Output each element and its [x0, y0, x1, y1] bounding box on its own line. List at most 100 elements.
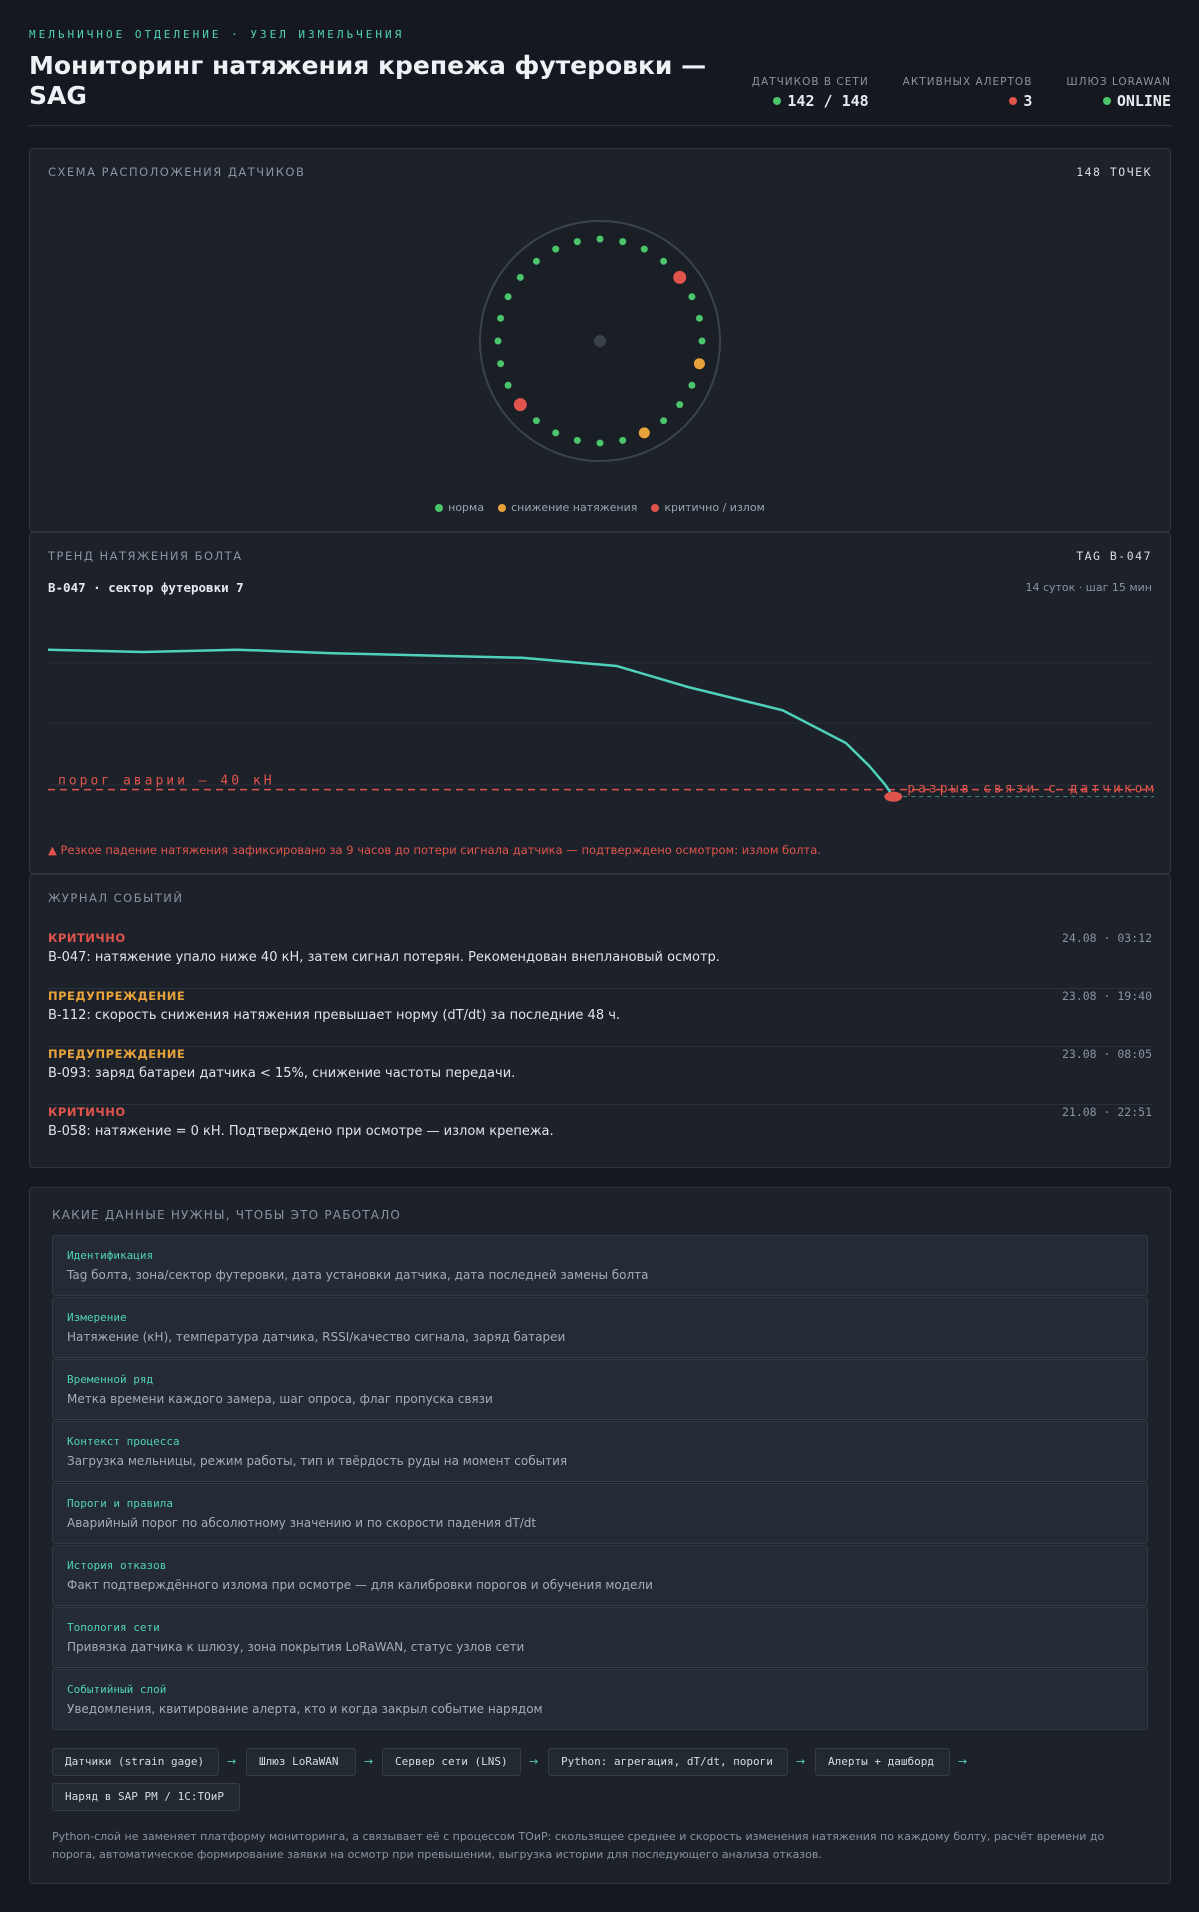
log-entry[interactable]: КРИТИЧНО 21.08 · 22:51 B-058: натяжение …: [48, 1105, 1152, 1163]
sensor-point-normal[interactable]: [494, 337, 502, 345]
trend-meta: 14 суток · шаг 15 мин: [1025, 581, 1152, 594]
sensor-point-normal[interactable]: [676, 401, 684, 409]
log-entry[interactable]: ПРЕДУПРЕЖДЕНИЕ 23.08 · 08:05 B-093: заря…: [48, 1047, 1152, 1105]
stat-label: АКТИВНЫХ АЛЕРТОВ: [902, 76, 1033, 88]
sensor-point-normal[interactable]: [619, 238, 627, 246]
requirement-desc: Факт подтверждённого излома при осмотре …: [67, 1578, 653, 1592]
requirement-card: Пороги и правила Аварийный порог по абсо…: [52, 1483, 1148, 1544]
mill-diagram: [479, 220, 721, 462]
sensor-point-normal[interactable]: [660, 257, 668, 265]
requirement-desc: Загрузка мельницы, режим работы, тип и т…: [67, 1454, 568, 1468]
requirement-desc: Tag болта, зона/сектор футеровки, дата у…: [67, 1268, 649, 1282]
legend-label: норма: [448, 501, 485, 514]
arrow-right-icon: →: [796, 1755, 806, 1768]
requirement-card: История отказов Факт подтверждённого изл…: [52, 1545, 1148, 1606]
sensor-point-normal[interactable]: [497, 314, 505, 322]
status-summary: ДАТЧИКОВ В СЕТИ 142 / 148 АКТИВНЫХ АЛЕРТ…: [752, 76, 1171, 110]
warning-dot-icon: [498, 503, 507, 512]
log-entry[interactable]: ПРЕДУПРЕЖДЕНИЕ 23.08 · 19:40 B-112: скор…: [48, 989, 1152, 1047]
trend-note: ▲ Резкое падение натяжения зафиксировано…: [48, 843, 821, 857]
sensor-point-warning[interactable]: [693, 358, 705, 370]
sensor-point-normal[interactable]: [688, 381, 696, 389]
breadcrumb: МЕЛЬНИЧНОЕ ОТДЕЛЕНИЕ · УЗЕЛ ИЗМЕЛЬЧЕНИЯ: [29, 28, 405, 41]
requirement-title: Временной ряд: [67, 1373, 154, 1386]
log-entry[interactable]: КРИТИЧНО 24.08 · 03:12 B-047: натяжение …: [48, 931, 1152, 989]
event-log-panel: ЖУРНАЛ СОБЫТИЙ КРИТИЧНО 24.08 · 03:12 B-…: [29, 874, 1171, 1168]
flow-step-sensors: Датчики (strain gage): [52, 1748, 219, 1776]
normal-dot-icon: [435, 503, 444, 512]
log-timestamp: 21.08 · 22:51: [1061, 1105, 1152, 1119]
log-timestamp: 23.08 · 19:40: [1061, 989, 1152, 1003]
arrow-right-icon: →: [227, 1755, 237, 1768]
log-message: B-047: натяжение упало ниже 40 кН, затем…: [48, 950, 720, 965]
arrow-right-icon: →: [364, 1755, 374, 1768]
sensor-point-critical[interactable]: [513, 398, 527, 412]
severity-badge: ПРЕДУПРЕЖДЕНИЕ: [48, 989, 186, 1003]
requirement-card: Контекст процесса Загрузка мельницы, реж…: [52, 1421, 1148, 1482]
sensor-point-normal[interactable]: [596, 439, 604, 447]
legend-normal: норма: [435, 501, 484, 514]
severity-badge: ПРЕДУПРЕЖДЕНИЕ: [48, 1047, 186, 1061]
sensor-point-normal[interactable]: [596, 235, 604, 243]
sensor-point-normal[interactable]: [532, 417, 540, 425]
sensor-point-warning[interactable]: [638, 427, 650, 439]
status-dot-icon: [1102, 97, 1111, 105]
signal-lost-marker: [884, 791, 903, 802]
gateway-status: ONLINE: [1116, 92, 1171, 110]
severity-badge: КРИТИЧНО: [48, 1105, 126, 1119]
tension-trend-panel: ТРЕНД НАТЯЖЕНИЯ БОЛТА TAG B-047 B-047 · …: [29, 532, 1171, 874]
severity-badge: КРИТИЧНО: [48, 931, 126, 945]
sensor-map-panel: СХЕМА РАСПОЛОЖЕНИЯ ДАТЧИКОВ 148 ТОЧЕК но…: [29, 148, 1171, 532]
sensor-point-normal[interactable]: [640, 245, 648, 253]
sensor-point-normal[interactable]: [504, 381, 512, 389]
panel-title: ЖУРНАЛ СОБЫТИЙ: [48, 891, 184, 905]
stat-value: ONLINE: [1102, 92, 1171, 110]
sensor-point-normal[interactable]: [573, 238, 581, 246]
sensor-point-normal[interactable]: [688, 293, 696, 301]
sensor-point-normal[interactable]: [573, 436, 581, 444]
tension-series-line: [48, 648, 895, 798]
requirement-card: Идентификация Tag болта, зона/сектор фут…: [52, 1235, 1148, 1296]
stat-active-alerts[interactable]: АКТИВНЫХ АЛЕРТОВ 3: [903, 76, 1033, 110]
requirement-title: Топология сети: [67, 1621, 160, 1634]
sensor-point-normal[interactable]: [619, 436, 627, 444]
legend-label: критично / излом: [664, 501, 765, 514]
requirement-title: Событийный слой: [67, 1683, 167, 1696]
stat-label: ДАТЧИКОВ В СЕТИ: [751, 76, 869, 88]
legend-label: снижение натяжения: [511, 501, 638, 514]
sensor-point-normal[interactable]: [695, 314, 703, 322]
sensor-point-normal[interactable]: [497, 360, 505, 368]
page-title: Мониторинг натяжения крепежа футеровки —…: [29, 51, 707, 110]
status-dot-icon: [773, 97, 782, 105]
flow-step-python: Python: агрегация, dT/dt, пороги: [548, 1748, 788, 1776]
sensor-point-normal[interactable]: [552, 429, 560, 437]
trend-title: B-047 · сектор футеровки 7: [48, 580, 244, 595]
stat-gateway: ШЛЮЗ LORAWAN ONLINE: [1066, 76, 1171, 110]
legend-warning: снижение натяжения: [498, 501, 637, 514]
sensor-point-normal[interactable]: [516, 273, 524, 281]
sensor-point-critical[interactable]: [673, 270, 687, 284]
stat-label: ШЛЮЗ LORAWAN: [1066, 76, 1171, 88]
sensor-point-normal[interactable]: [504, 293, 512, 301]
mill-center: [594, 335, 606, 347]
panel-title: КАКИЕ ДАННЫЕ НУЖНЫ, ЧТОБЫ ЭТО РАБОТАЛО: [52, 1208, 402, 1222]
footnote: Python-слой не заменяет платформу монито…: [52, 1830, 1105, 1861]
page-header: МЕЛЬНИЧНОЕ ОТДЕЛЕНИЕ · УЗЕЛ ИЗМЕЛЬЧЕНИЯ …: [29, 28, 1171, 126]
requirement-title: Пороги и правила: [67, 1497, 173, 1510]
map-legend: норма снижение натяжения критично / изло…: [30, 501, 1170, 514]
sensors-online-count: 142 / 148: [787, 92, 869, 110]
requirement-desc: Аварийный порог по абсолютному значению …: [67, 1516, 537, 1530]
flow-step-work-order: Наряд в SAP PM / 1С:ТОиР: [52, 1783, 240, 1811]
sensor-point-normal[interactable]: [660, 417, 668, 425]
flow-step-alerts: Алерты + дашборд: [815, 1748, 950, 1776]
sensor-point-normal[interactable]: [698, 337, 706, 345]
requirement-desc: Натяжение (кН), температура датчика, RSS…: [67, 1330, 566, 1344]
requirement-desc: Метка времени каждого замера, шаг опроса…: [67, 1392, 493, 1406]
requirement-card: Временной ряд Метка времени каждого заме…: [52, 1359, 1148, 1420]
panel-title: ТРЕНД НАТЯЖЕНИЯ БОЛТА: [48, 549, 243, 563]
trend-tag: TAG B-047: [1076, 549, 1152, 563]
sensor-point-normal[interactable]: [532, 257, 540, 265]
flow-step-gateway: Шлюз LoRaWAN: [246, 1748, 356, 1776]
sensor-point-normal[interactable]: [552, 245, 560, 253]
requirement-desc: Привязка датчика к шлюзу, зона покрытия …: [67, 1640, 525, 1654]
